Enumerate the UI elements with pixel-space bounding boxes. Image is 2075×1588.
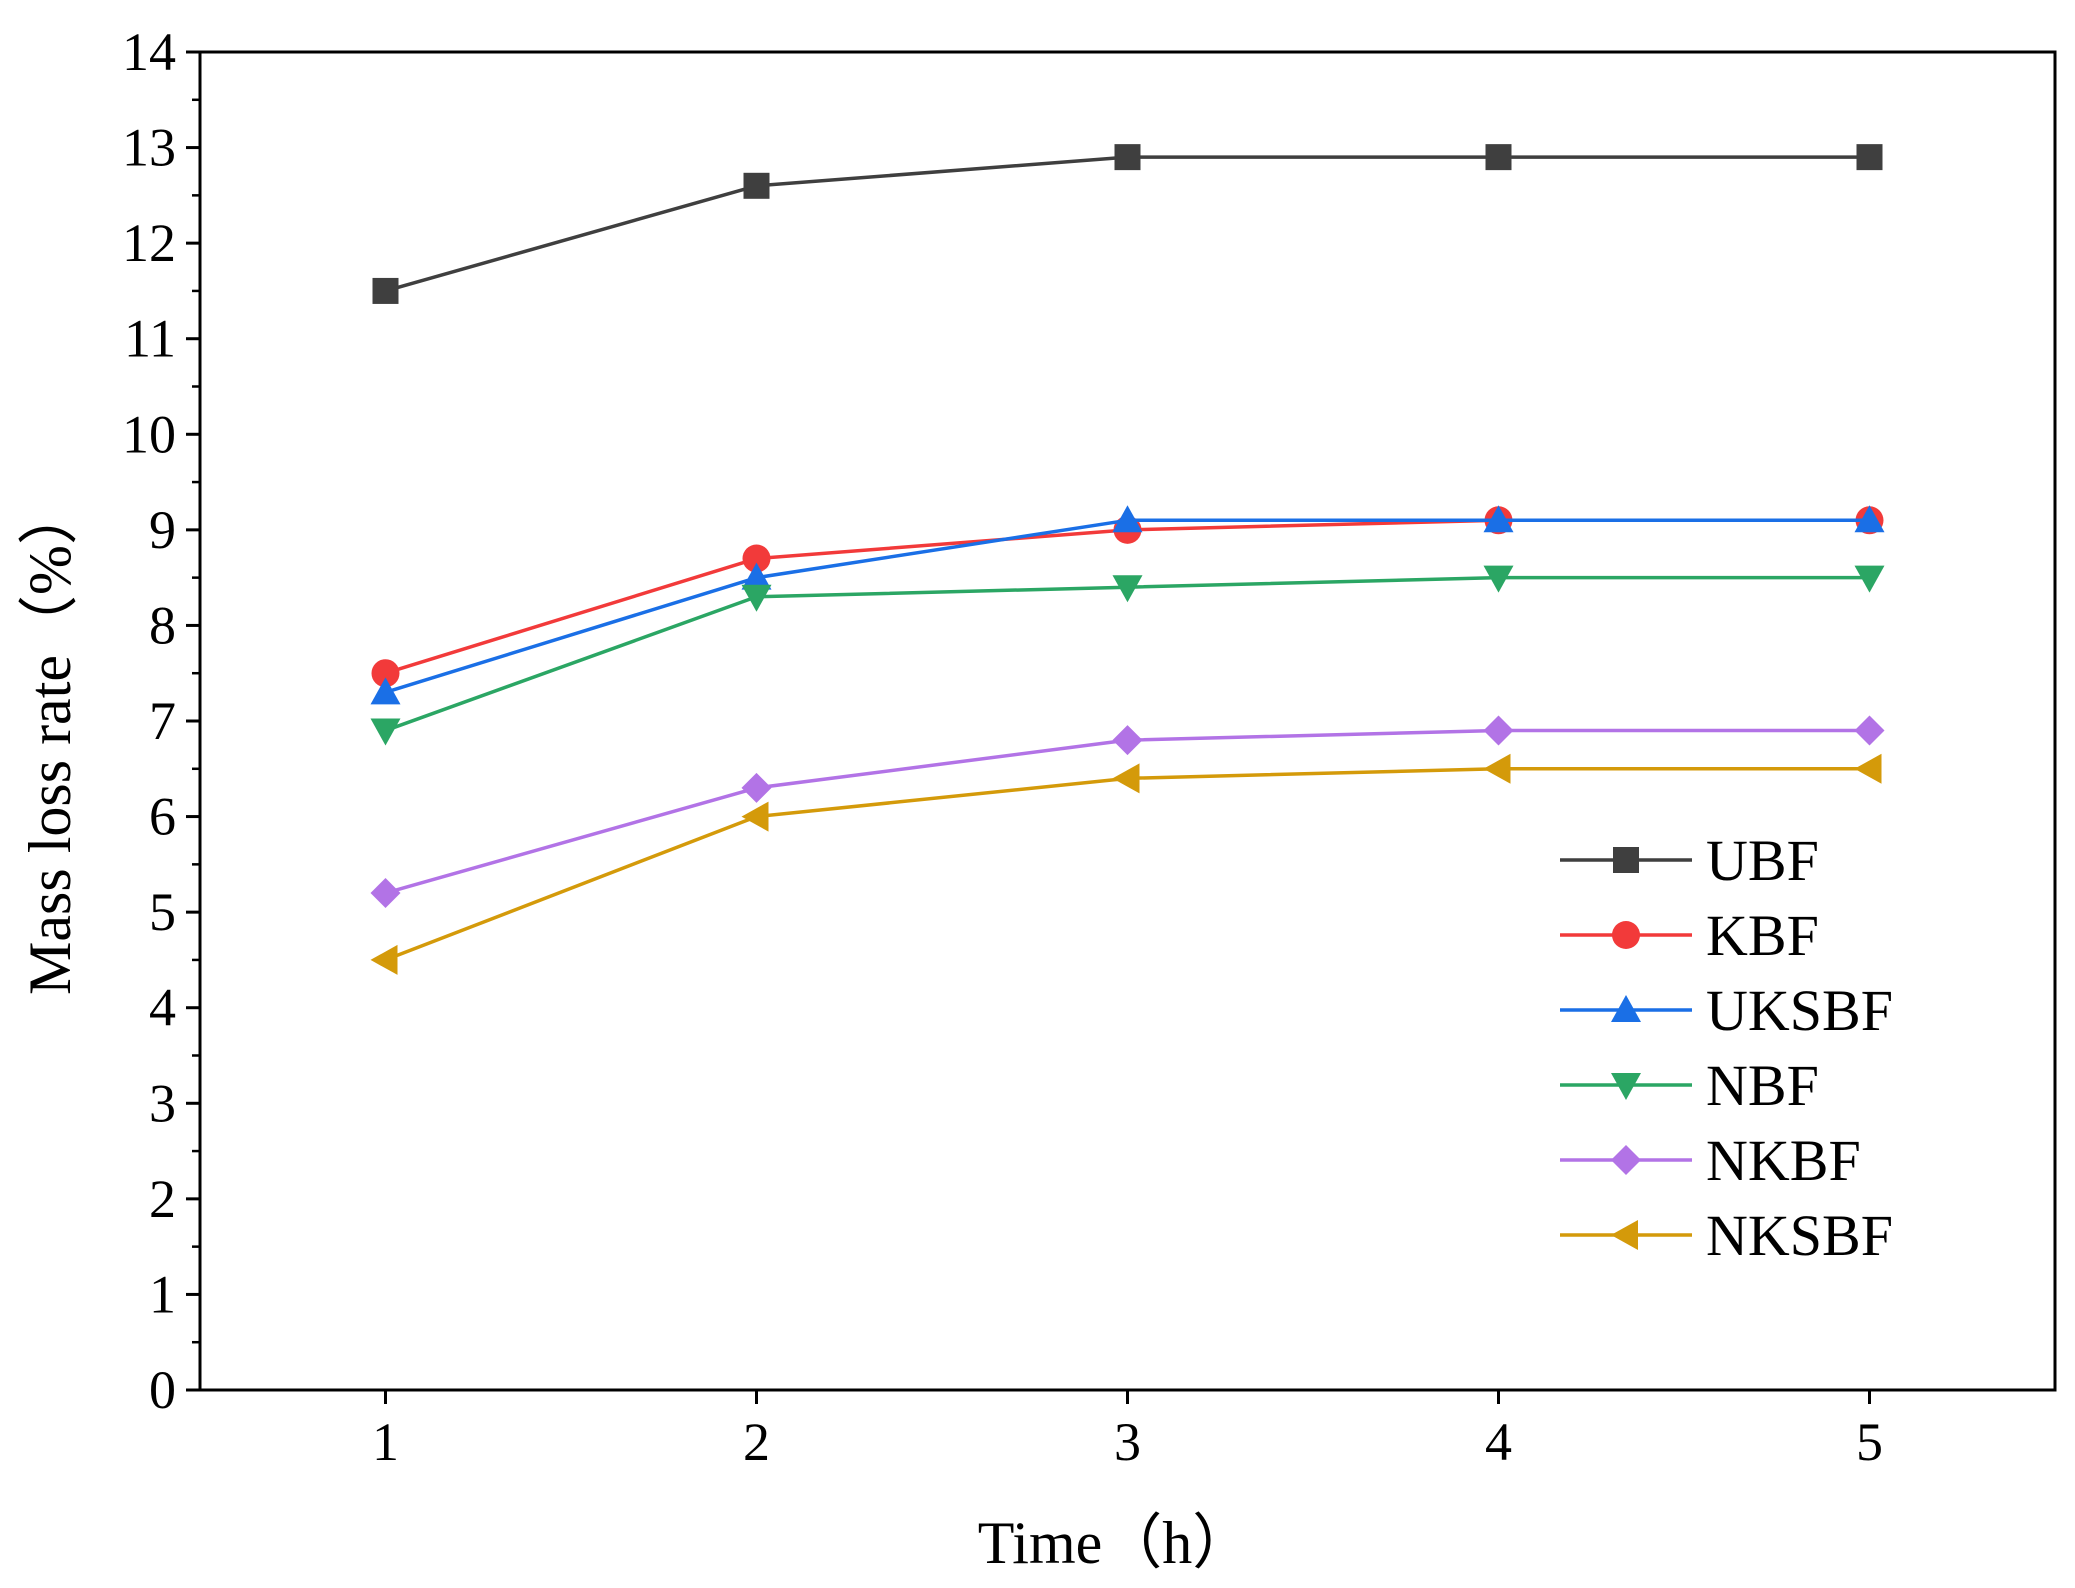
data-point-nksbf-3 [1112, 763, 1140, 794]
y-tick-label: 9 [149, 500, 176, 560]
y-tick-label: 4 [149, 978, 176, 1038]
series-nksbf [370, 753, 1882, 975]
data-point-kbf-2 [742, 544, 771, 573]
data-point-uksbf-4 [1483, 505, 1514, 533]
legend: UBF KBF UKSBF NBF NKBF NKSBF [1560, 828, 1893, 1268]
data-point-nksbf-2 [741, 801, 769, 832]
y-tick-label: 1 [149, 1264, 176, 1324]
legend-label-nkbf: NKBF [1706, 1128, 1861, 1193]
series-layer [370, 144, 1885, 975]
y-tick-label: 6 [149, 787, 176, 847]
legend-item-nksbf: NKSBF [1560, 1203, 1893, 1268]
data-point-nbf-5 [1854, 565, 1885, 593]
x-tick-label: 1 [372, 1412, 399, 1472]
data-point-nkbf-2 [741, 772, 772, 803]
legend-marker-nksbf [1611, 1220, 1638, 1250]
y-tick-label: 5 [149, 882, 176, 942]
x-tick-label: 2 [743, 1412, 770, 1472]
data-point-kbf-1 [371, 659, 400, 688]
y-tick-label: 3 [149, 1073, 176, 1133]
y-axis-title: Mass loss rate（%） [17, 485, 83, 995]
legend-item-nkbf: NKBF [1560, 1128, 1861, 1193]
data-point-nkbf-3 [1112, 725, 1143, 756]
data-point-ubf-5 [1856, 144, 1883, 171]
x-axis-title: Time（h） [978, 1510, 1253, 1576]
y-tick-label: 12 [122, 213, 176, 273]
data-point-nbf-2 [741, 584, 772, 612]
legend-marker-ubf [1613, 847, 1639, 873]
data-point-uksbf-1 [370, 677, 401, 705]
data-point-nksbf-5 [1854, 753, 1882, 784]
data-point-nkbf-1 [370, 878, 401, 909]
data-point-nksbf-1 [370, 944, 398, 975]
legend-marker-nbf [1611, 1073, 1641, 1100]
data-point-ubf-3 [1114, 144, 1141, 171]
y-tick-label: 10 [122, 404, 176, 464]
data-point-nbf-4 [1483, 565, 1514, 593]
data-point-uksbf-5 [1854, 505, 1885, 533]
legend-label-kbf: KBF [1706, 903, 1819, 968]
data-point-nbf-3 [1112, 575, 1143, 603]
data-point-ubf-1 [372, 277, 399, 304]
y-tick-label: 7 [149, 691, 176, 751]
data-point-ubf-2 [743, 172, 770, 199]
legend-marker-kbf [1612, 921, 1640, 949]
y-tick-label: 11 [124, 309, 176, 369]
legend-item-uksbf: UKSBF [1560, 978, 1893, 1043]
series-nkbf [370, 715, 1885, 909]
x-tick-label: 3 [1114, 1412, 1141, 1472]
x-tick-label: 5 [1856, 1412, 1883, 1472]
series-nbf [370, 565, 1885, 746]
y-tick-label: 2 [149, 1169, 176, 1229]
legend-item-nbf: NBF [1560, 1053, 1819, 1118]
legend-marker-nkbf [1611, 1145, 1641, 1175]
legend-label-uksbf: UKSBF [1706, 978, 1893, 1043]
legend-label-ubf: UBF [1706, 828, 1819, 893]
legend-item-kbf: KBF [1560, 903, 1819, 968]
data-point-uksbf-3 [1112, 505, 1143, 533]
legend-label-nksbf: NKSBF [1706, 1203, 1893, 1268]
data-point-nkbf-4 [1483, 715, 1514, 746]
data-point-uksbf-2 [741, 562, 772, 590]
series-ubf [372, 144, 1883, 304]
data-point-ubf-4 [1485, 144, 1512, 171]
data-point-nbf-1 [370, 718, 401, 746]
legend-label-nbf: NBF [1706, 1053, 1819, 1118]
data-point-nkbf-5 [1854, 715, 1885, 746]
y-tick-label: 13 [122, 118, 176, 178]
legend-item-ubf: UBF [1560, 828, 1819, 893]
x-tick-label: 4 [1485, 1412, 1512, 1472]
y-tick-label: 0 [149, 1360, 176, 1420]
series-uksbf [370, 505, 1885, 705]
legend-marker-uksbf [1611, 995, 1641, 1022]
data-point-nksbf-4 [1483, 753, 1511, 784]
y-tick-label: 14 [122, 22, 176, 82]
y-tick-label: 8 [149, 595, 176, 655]
